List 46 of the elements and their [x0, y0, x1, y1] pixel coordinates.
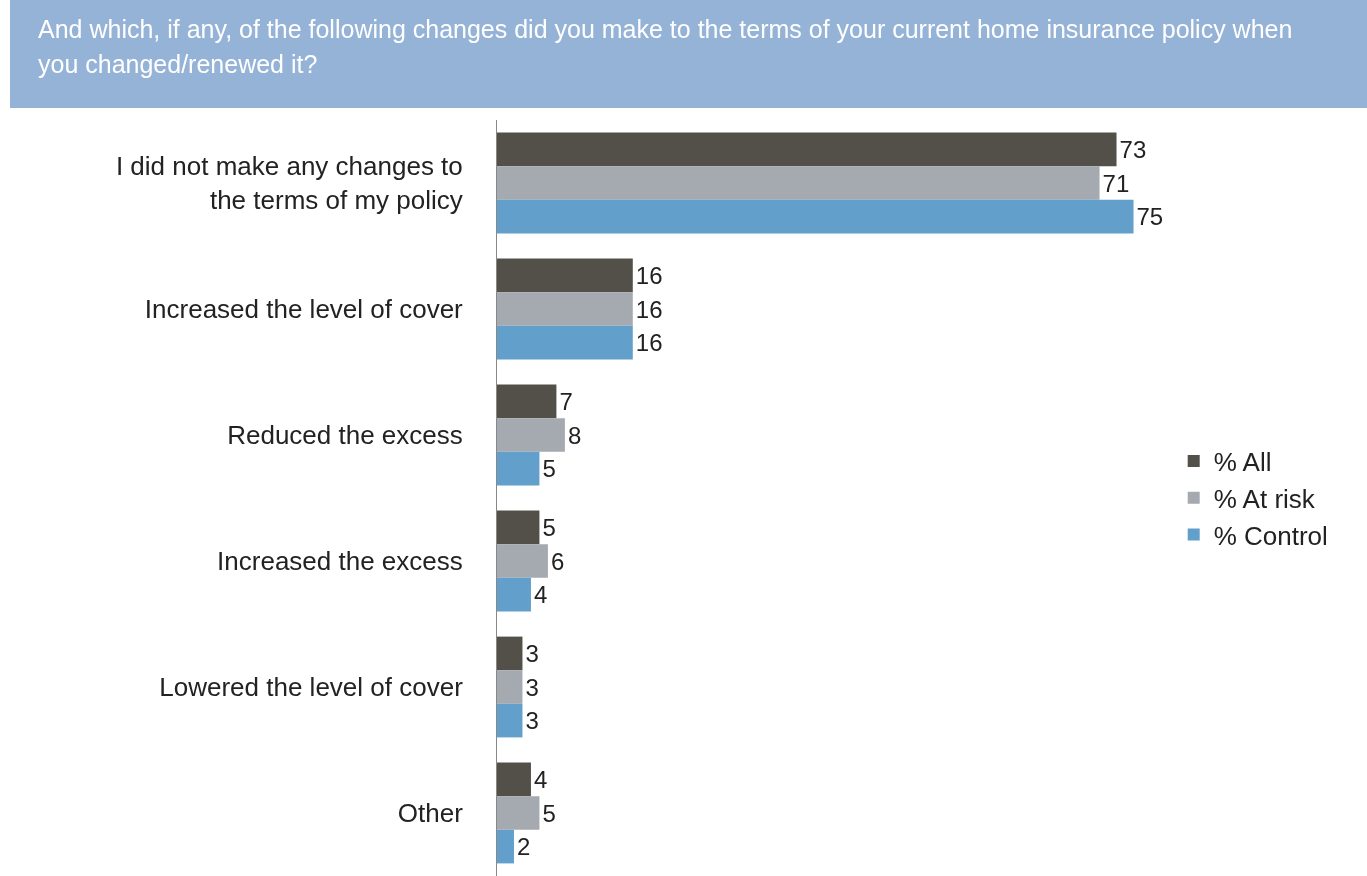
- bar: [497, 762, 531, 797]
- data-label: 4: [533, 765, 548, 793]
- chart-title: And which, if any, of the following changes did you make to the terms of your current home insurance policy when you changed/renewed it?: [10, 0, 1367, 108]
- bar: [497, 544, 548, 578]
- y-tick-label: I did not make any changes to the terms of my policy: [115, 151, 463, 215]
- data-label: 75: [1136, 203, 1164, 231]
- y-tick-label: Lowered the level of cover: [159, 672, 464, 703]
- bar: [497, 292, 633, 326]
- data-label: 71: [1102, 169, 1130, 197]
- bar: [497, 510, 540, 545]
- data-label: 5: [542, 799, 556, 827]
- bar: [497, 325, 633, 360]
- bar: [497, 418, 565, 452]
- data-label: 3: [525, 673, 539, 701]
- bar: [497, 703, 523, 738]
- y-tick-label: Increased the level of cover: [144, 294, 464, 325]
- legend-label: % Control: [1213, 520, 1328, 551]
- data-label: 3: [525, 639, 539, 667]
- data-label: 73: [1119, 135, 1147, 163]
- data-label: 16: [635, 329, 663, 357]
- bar: [497, 451, 540, 486]
- data-label: 16: [635, 261, 663, 289]
- data-label: 7: [559, 387, 573, 415]
- bar: [497, 132, 1117, 167]
- legend-label: % All: [1213, 447, 1272, 478]
- bar: [497, 829, 514, 864]
- bar: [497, 199, 1134, 234]
- y-tick-label: Other: [397, 798, 464, 829]
- data-label: 4: [533, 581, 548, 609]
- bar: [497, 384, 557, 419]
- bar: [497, 636, 523, 671]
- legend-label: % At risk: [1213, 483, 1316, 514]
- bar: [497, 166, 1100, 200]
- data-label: 6: [550, 547, 565, 575]
- y-tick-label: Reduced the excess: [227, 420, 463, 451]
- data-label: 3: [525, 707, 539, 735]
- bar: [497, 796, 540, 830]
- data-label: 5: [542, 455, 556, 483]
- bar: [497, 577, 531, 612]
- bar: [497, 670, 523, 704]
- bar: [497, 258, 633, 293]
- data-label: 16: [635, 295, 663, 323]
- data-label: 2: [516, 833, 531, 861]
- data-label: 5: [542, 513, 556, 541]
- data-label: 8: [567, 421, 582, 449]
- y-tick-label: Increased the excess: [217, 546, 463, 577]
